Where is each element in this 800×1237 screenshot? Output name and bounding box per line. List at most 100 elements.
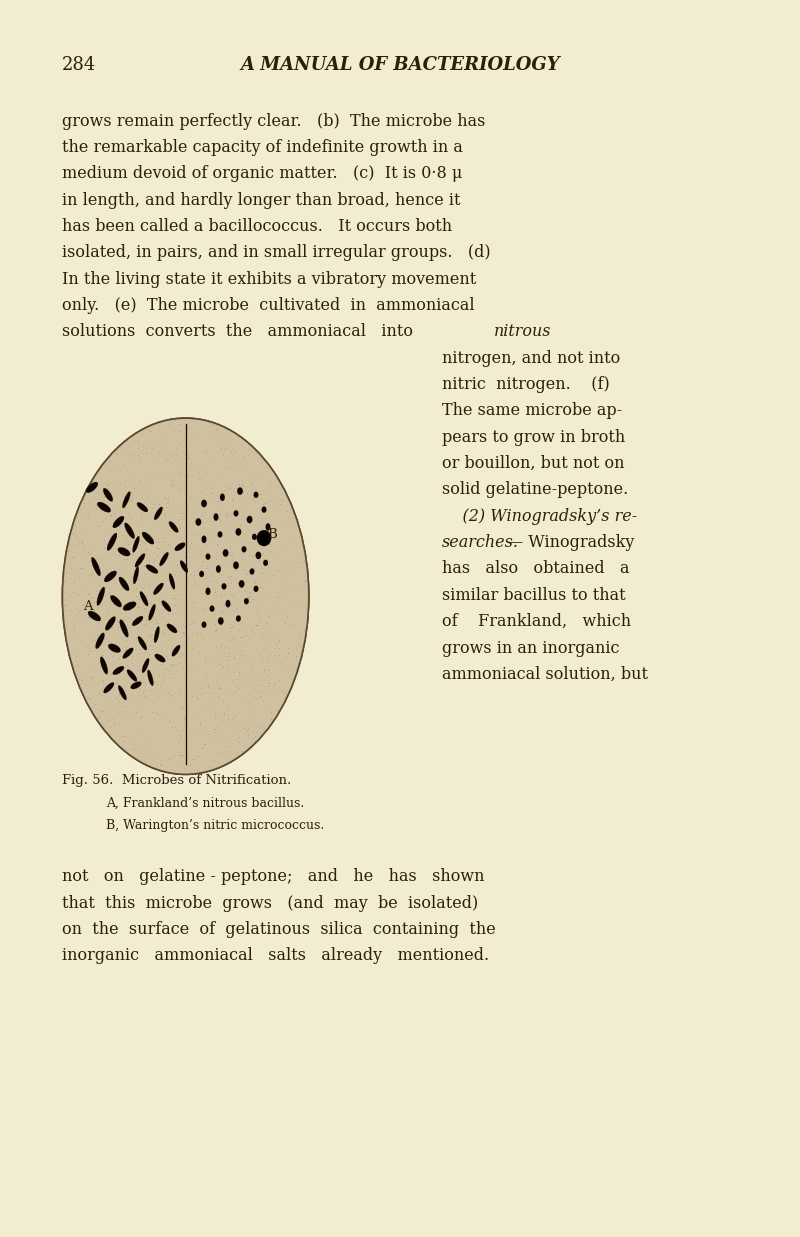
Point bbox=[247, 727, 260, 747]
Point bbox=[254, 688, 266, 708]
Point bbox=[207, 505, 220, 524]
Point bbox=[103, 531, 116, 550]
Point bbox=[186, 638, 198, 658]
Point bbox=[134, 640, 146, 659]
Point bbox=[259, 600, 272, 620]
Point bbox=[126, 653, 139, 673]
Point bbox=[234, 543, 247, 563]
Point bbox=[113, 684, 126, 704]
Ellipse shape bbox=[142, 658, 150, 673]
Point bbox=[97, 716, 110, 736]
Point bbox=[143, 492, 156, 512]
Point bbox=[207, 719, 220, 738]
Point bbox=[127, 726, 140, 746]
Point bbox=[102, 710, 114, 730]
Point bbox=[160, 492, 173, 512]
Point bbox=[277, 552, 290, 571]
Ellipse shape bbox=[244, 599, 249, 605]
Point bbox=[214, 439, 227, 459]
Point bbox=[167, 409, 180, 429]
Point bbox=[278, 657, 291, 677]
Point bbox=[283, 656, 296, 675]
Point bbox=[176, 503, 189, 523]
Point bbox=[137, 435, 150, 455]
Point bbox=[201, 534, 214, 554]
Point bbox=[154, 755, 166, 774]
Point bbox=[273, 631, 286, 651]
Point bbox=[76, 537, 89, 557]
Ellipse shape bbox=[103, 489, 113, 501]
Point bbox=[86, 588, 98, 607]
Point bbox=[170, 643, 182, 663]
Point bbox=[240, 484, 253, 503]
Point bbox=[136, 443, 149, 463]
Point bbox=[78, 490, 90, 510]
Point bbox=[94, 705, 106, 725]
Point bbox=[146, 499, 158, 518]
Point bbox=[169, 468, 182, 487]
Point bbox=[266, 649, 278, 669]
Ellipse shape bbox=[113, 667, 124, 674]
Point bbox=[102, 705, 115, 725]
Point bbox=[108, 496, 121, 516]
Point bbox=[179, 617, 192, 637]
Point bbox=[270, 586, 282, 606]
Point bbox=[127, 544, 140, 564]
Point bbox=[254, 485, 266, 505]
Point bbox=[241, 726, 254, 746]
Point bbox=[180, 562, 193, 581]
Point bbox=[139, 539, 152, 559]
Point bbox=[126, 569, 138, 589]
Point bbox=[119, 557, 132, 576]
Point bbox=[91, 516, 104, 536]
Point bbox=[220, 685, 233, 705]
Point bbox=[214, 511, 227, 531]
Point bbox=[224, 614, 237, 633]
Point bbox=[205, 606, 218, 626]
Point bbox=[174, 742, 187, 762]
Point bbox=[86, 666, 99, 685]
Ellipse shape bbox=[199, 571, 204, 576]
Point bbox=[221, 476, 234, 496]
Ellipse shape bbox=[62, 418, 309, 774]
Point bbox=[184, 486, 197, 506]
Point bbox=[176, 474, 189, 494]
Point bbox=[209, 689, 222, 709]
Point bbox=[279, 601, 292, 621]
Point bbox=[93, 575, 106, 595]
Point bbox=[206, 751, 219, 771]
Point bbox=[265, 699, 278, 719]
Point bbox=[218, 705, 230, 725]
Point bbox=[293, 594, 306, 614]
Point bbox=[142, 486, 154, 506]
Point bbox=[146, 703, 158, 722]
Point bbox=[197, 512, 210, 532]
Point bbox=[82, 594, 95, 614]
Point bbox=[227, 460, 240, 480]
Point bbox=[282, 638, 295, 658]
Point bbox=[94, 701, 107, 721]
Point bbox=[167, 663, 180, 683]
Point bbox=[87, 696, 100, 716]
Point bbox=[218, 510, 231, 529]
Point bbox=[222, 646, 235, 666]
Point bbox=[213, 687, 226, 706]
Point bbox=[183, 466, 196, 486]
Point bbox=[65, 558, 78, 578]
Point bbox=[148, 508, 161, 528]
Ellipse shape bbox=[97, 502, 111, 512]
Point bbox=[86, 555, 98, 575]
Point bbox=[162, 659, 175, 679]
Point bbox=[241, 497, 254, 517]
Point bbox=[259, 670, 272, 690]
Point bbox=[212, 677, 225, 696]
Point bbox=[165, 471, 178, 491]
Point bbox=[126, 487, 138, 507]
Point bbox=[245, 591, 258, 611]
Point bbox=[194, 715, 206, 735]
Point bbox=[203, 695, 216, 715]
Point bbox=[74, 521, 86, 541]
Point bbox=[98, 538, 110, 558]
Text: — Winogradsky: — Winogradsky bbox=[507, 534, 634, 552]
Ellipse shape bbox=[119, 576, 129, 591]
